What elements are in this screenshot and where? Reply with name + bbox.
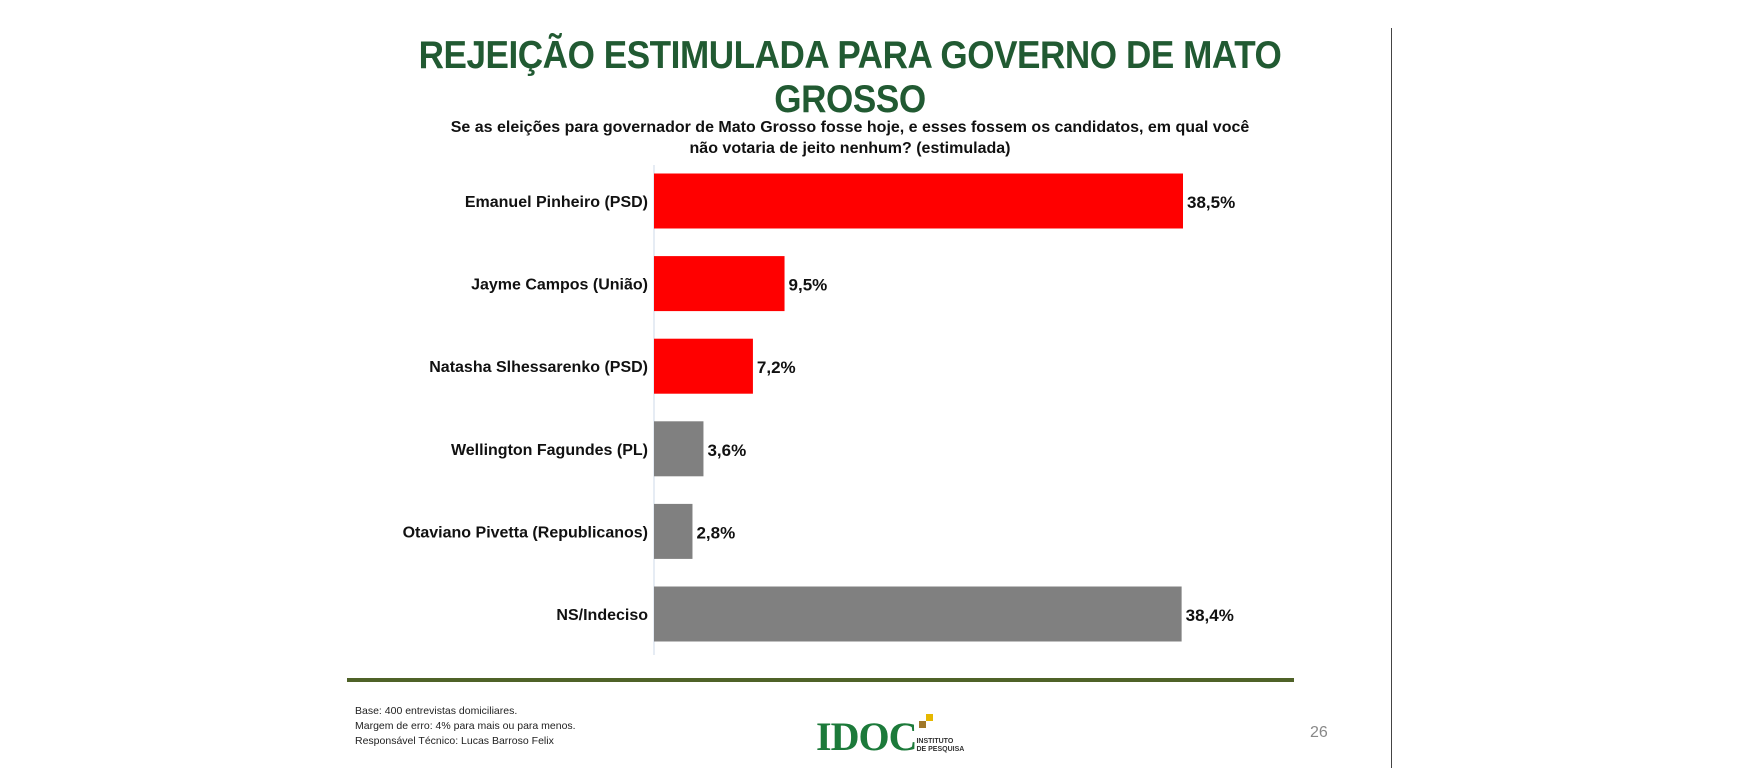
category-label: Otaviano Pivetta (Republicanos) [403,524,648,541]
bar [654,338,753,394]
category-label: NS/Indeciso [556,607,648,624]
data-label: 9,5% [789,276,828,295]
slide-title: REJEIÇÃO ESTIMULADA PARA GOVERNO DE MATO… [418,34,1282,121]
data-label: 3,6% [707,441,746,460]
category-label: Wellington Fagundes (PL) [451,442,648,459]
data-label: 38,4% [1186,606,1234,625]
logo-text: IDOC [816,714,917,759]
data-label: 7,2% [757,358,796,377]
chart-question: Se as eleições para governador de Mato G… [450,119,1250,157]
page-number: 26 [1310,724,1328,741]
data-label: 2,8% [696,523,735,542]
bar [654,173,1183,229]
logo-square-icon [919,720,927,728]
logo-sub2: DE PESQUISA [916,745,965,753]
logo-sub1: INSTITUTO [916,737,954,745]
bar [654,586,1182,642]
data-label: 38,5% [1187,193,1235,212]
bar [654,421,704,477]
logo-subtitle: INSTITUTO DE PESQUISA [916,713,965,754]
category-label: Emanuel Pinheiro (PSD) [465,194,648,211]
footer-responsible: Responsável Técnico: Lucas Barroso Felix [355,735,554,747]
category-label: Jayme Campos (União) [471,277,648,294]
bar [654,256,785,312]
category-label: Natasha Slhessarenko (PSD) [429,359,648,376]
logo-square-icon [926,713,934,721]
bar [654,503,693,559]
vertical-divider [1391,28,1392,768]
footer-notes: Base: 400 entrevistas domiciliares. Marg… [355,704,576,749]
idoc-logo: IDOC INSTITUTO DE PESQUISA [816,713,964,760]
footer-base: Base: 400 entrevistas domiciliares. [355,705,518,717]
footer-margin: Margem de erro: 4% para mais ou para men… [355,720,576,732]
divider-line [347,678,1294,682]
